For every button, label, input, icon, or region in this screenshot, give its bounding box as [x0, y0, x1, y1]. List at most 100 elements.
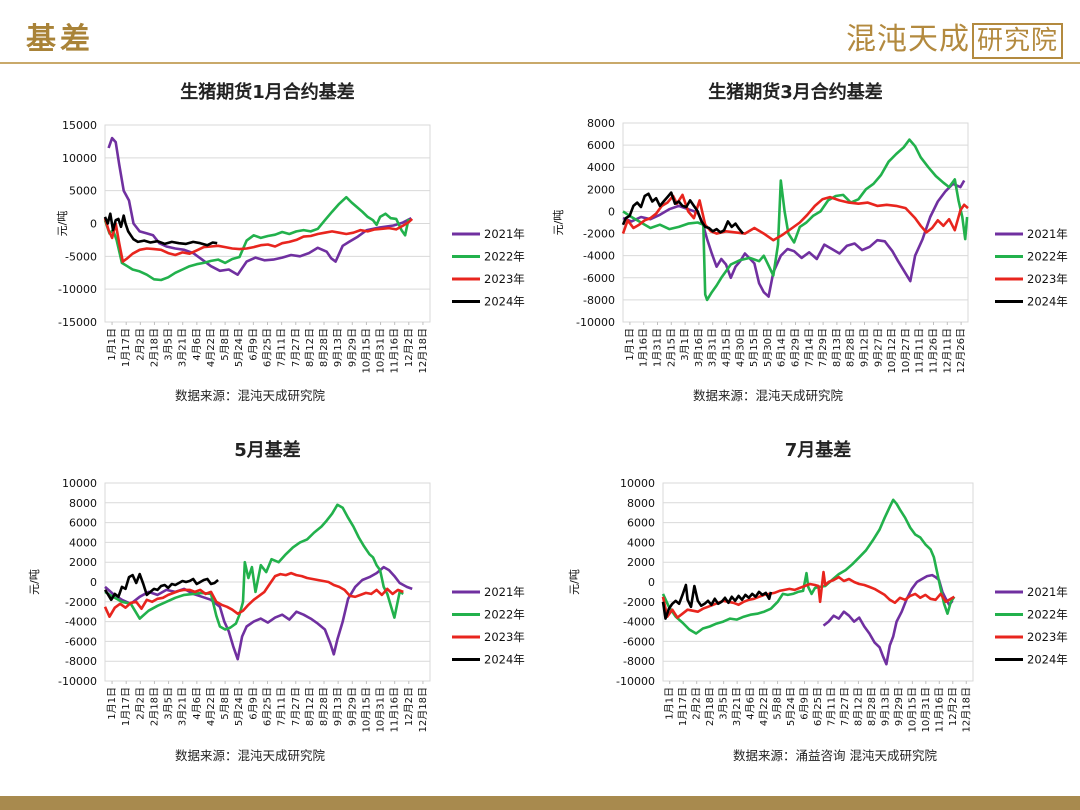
y-axis-label: 元/吨: [28, 569, 41, 595]
x-tick-label: 1月1日: [106, 328, 118, 361]
source-note: 数据来源：混沌天成研究院: [693, 388, 844, 403]
series-line-2023: [103, 571, 404, 618]
x-tick-label: 7月27日: [290, 687, 302, 726]
series-line-2022: [661, 498, 956, 635]
x-tick-label: 1月31日: [652, 328, 664, 367]
x-tick-label: 11月26日: [928, 328, 940, 373]
series-line-2024: [621, 191, 745, 235]
x-tick-label: 1月16日: [638, 328, 650, 367]
x-tick-label: 10月31日: [920, 687, 932, 732]
x-tick-label: 10月15日: [360, 328, 372, 373]
series-line-2021: [104, 565, 413, 661]
x-tick-label: 8月12日: [304, 687, 316, 726]
logo: 混沌天成 研究院: [846, 14, 1064, 59]
x-tick-label: 8月28日: [845, 328, 857, 367]
y-tick-label: -5000: [65, 250, 97, 263]
series-line-2024: [103, 572, 219, 602]
series-line-2024: [103, 212, 218, 247]
x-tick-label: 3月1日: [679, 328, 691, 361]
x-tick-label: 10月31日: [375, 328, 387, 373]
y-tick-label: -10000: [58, 283, 97, 296]
x-tick-label: 8月12日: [304, 328, 316, 367]
x-tick-label: 10月15日: [360, 687, 372, 732]
y-tick-label: 2000: [627, 556, 655, 569]
x-tick-label: 11月11日: [914, 328, 926, 373]
logo-box-text: 研究院: [972, 23, 1064, 59]
y-tick-label: 4000: [627, 536, 655, 549]
x-tick-label: 12月26日: [955, 328, 967, 373]
x-tick-label: 1月17日: [120, 328, 132, 367]
y-tick-label: -10000: [616, 675, 655, 688]
x-tick-label: 12月2日: [403, 687, 415, 726]
x-tick-label: 7月27日: [839, 687, 851, 726]
plot-area: [622, 122, 969, 323]
x-tick-label: 3月5日: [163, 328, 175, 361]
x-tick-label: 10月15日: [906, 687, 918, 732]
y-tick-label: -6000: [583, 272, 615, 285]
x-tick-label: 2月15日: [665, 328, 677, 367]
x-tick-label: 2月2日: [134, 687, 146, 720]
x-tick-label: 3月5日: [163, 687, 175, 720]
chart-title: 生猪期货1月合约基差: [180, 81, 355, 103]
legend-label-2024: 2024年: [1027, 653, 1068, 667]
y-tick-label: -8000: [583, 294, 615, 307]
x-tick-label: 6月9日: [247, 687, 259, 720]
x-tick-label: 4月30日: [734, 328, 746, 367]
x-tick-label: 9月13日: [332, 687, 344, 726]
x-tick-label: 9月29日: [893, 687, 905, 726]
x-tick-label: 10月12日: [886, 328, 898, 373]
y-tick-label: 8000: [587, 117, 615, 130]
legend-label-2023: 2023年: [1027, 630, 1068, 644]
x-tick-label: 4月22日: [205, 328, 217, 367]
x-tick-label: 4月22日: [205, 687, 217, 726]
x-tick-label: 9月13日: [332, 328, 344, 367]
y-axis-label: 元/吨: [568, 569, 581, 595]
x-tick-label: 1月17日: [120, 687, 132, 726]
legend-label-2021: 2021年: [1027, 227, 1068, 241]
series-line-2021: [107, 136, 412, 276]
y-tick-label: 0: [648, 576, 655, 589]
y-tick-label: -4000: [65, 616, 97, 629]
legend-label-2022: 2022年: [484, 608, 525, 622]
y-tick-label: -2000: [583, 228, 615, 241]
x-tick-label: 11月16日: [389, 687, 401, 732]
y-tick-label: 4000: [587, 161, 615, 174]
legend-label-2021: 2021年: [484, 585, 525, 599]
x-tick-label: 6月29日: [790, 328, 802, 367]
x-tick-label: 10月27日: [900, 328, 912, 373]
x-tick-label: 11月16日: [389, 328, 401, 373]
x-tick-label: 9月29日: [346, 328, 358, 367]
x-tick-label: 3月21日: [177, 328, 189, 367]
x-tick-label: 4月22日: [758, 687, 770, 726]
y-tick-label: 5000: [69, 185, 97, 198]
x-tick-label: 6月9日: [799, 687, 811, 720]
y-tick-label: -2000: [623, 596, 655, 609]
x-tick-label: 12月18日: [417, 328, 429, 373]
y-tick-label: 10000: [620, 477, 655, 490]
y-tick-label: 2000: [587, 183, 615, 196]
legend-label-2023: 2023年: [484, 630, 525, 644]
y-tick-label: 10000: [62, 152, 97, 165]
x-tick-label: 8月12日: [852, 687, 864, 726]
chart-mar-contract-basis: 生猪期货3月合约基差 8000 6000 4000 2000 0 -2000 -4000 -60…: [552, 81, 1068, 403]
legend-label-2022: 2022年: [1027, 250, 1068, 264]
series-line-2023: [621, 193, 969, 242]
x-tick-label: 9月27日: [872, 328, 884, 367]
chart-title: 7月基差: [785, 439, 852, 461]
y-tick-label: -6000: [65, 635, 97, 648]
header: 基差 混沌天成 研究院: [0, 0, 1080, 64]
x-tick-label: 10月31日: [375, 687, 387, 732]
x-tick-label: 5月24日: [785, 687, 797, 726]
x-tick-label: 12月2日: [403, 328, 415, 367]
legend-label-2022: 2022年: [1027, 608, 1068, 622]
legend-label-2024: 2024年: [484, 295, 525, 309]
x-tick-label: 2月18日: [148, 687, 160, 726]
legend-label-2024: 2024年: [484, 653, 525, 667]
footer-bar: [0, 796, 1080, 810]
x-tick-label: 6月25日: [812, 687, 824, 726]
source-note: 数据来源：混沌天成研究院: [175, 388, 326, 403]
x-tick-label: 6月25日: [262, 328, 274, 367]
x-tick-label: 12月18日: [417, 687, 429, 732]
chart-jan-contract-basis: 生猪期货1月合约基差 15000 10000 5000 0 -5000 -10000 -150…: [56, 81, 525, 403]
y-axis-label: 元/吨: [552, 210, 565, 236]
